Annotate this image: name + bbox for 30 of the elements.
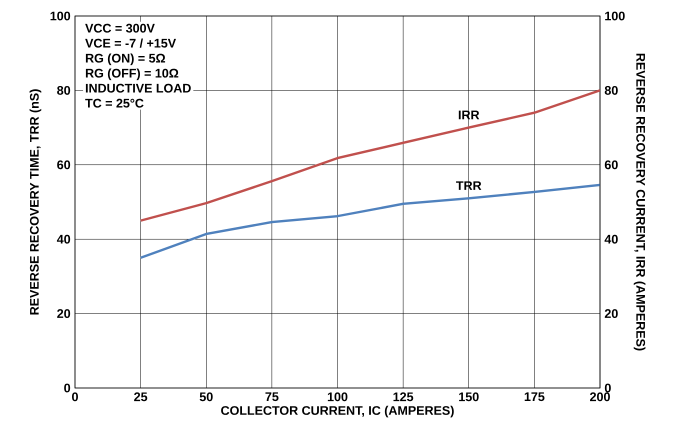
x-tick-label: 150 <box>459 392 479 402</box>
y2-tick-label: 20 <box>604 309 618 318</box>
y-tick-label: 20 <box>57 309 70 318</box>
annotation: INDUCTIVE LOAD <box>86 84 191 93</box>
x-tick-label: 75 <box>265 392 278 402</box>
y-tick-label: 80 <box>57 86 70 95</box>
y-axis-title: REVERSE RECOVERY TIME, TRR (nS) <box>30 89 42 314</box>
y2-tick-label: 40 <box>604 234 618 244</box>
y-tick-label: 100 <box>50 12 70 20</box>
y-tick-label: 60 <box>57 160 70 170</box>
x-axis-title: COLLECTOR CURRENT, IC (AMPERES) <box>221 406 454 418</box>
x-tick-label: 125 <box>393 392 414 402</box>
x-tick-label: 0 <box>72 392 78 402</box>
y2-tick-label: 80 <box>604 86 618 95</box>
annotation: VCE = -7 / +15V <box>85 38 176 48</box>
y2-tick-label: 60 <box>604 160 618 170</box>
annotation: RG (ON) = 5Ω <box>86 53 166 66</box>
x-tick-label: 50 <box>200 392 213 402</box>
annotation: RG (OFF) = 10Ω <box>86 68 178 80</box>
y-tick-label: 40 <box>56 234 70 244</box>
y2-axis-title: REVERSE RECOVERY CURRENT, IRR (AMPERES) <box>634 54 646 350</box>
x-tick-label: 25 <box>134 392 148 402</box>
y2-tick-label: 0 <box>604 384 611 392</box>
y-tick-label: 0 <box>64 384 70 392</box>
annotation: VCC = 300V <box>85 24 155 33</box>
annotation: TC = 25°C <box>85 98 144 108</box>
x-tick-label: 100 <box>328 392 348 402</box>
y2-tick-label: 100 <box>605 12 625 20</box>
x-tick-label: 200 <box>590 392 610 402</box>
x-tick-label: 175 <box>524 392 544 402</box>
